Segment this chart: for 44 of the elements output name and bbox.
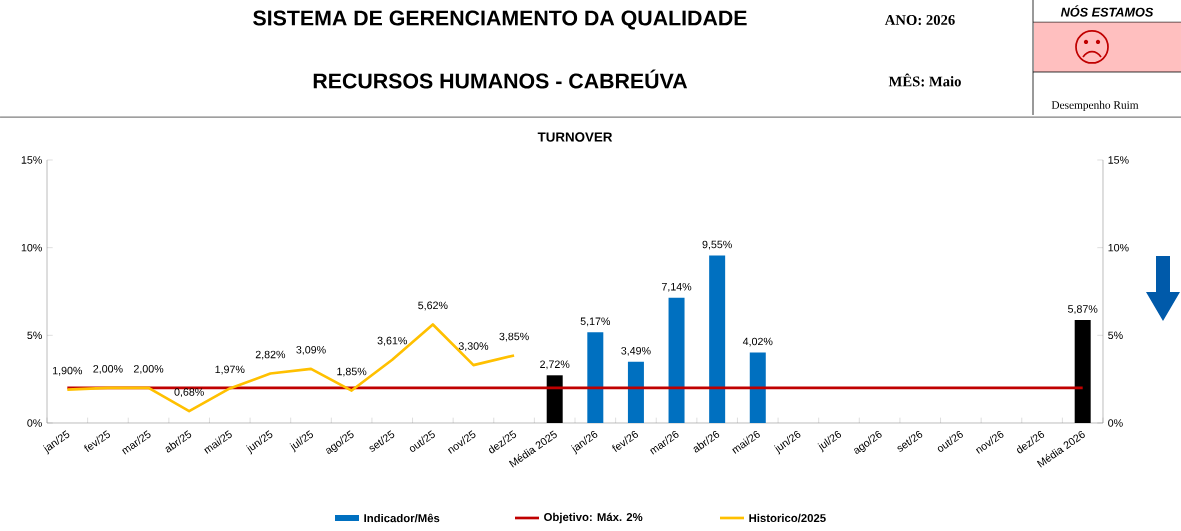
data-label: 0,68% [174, 388, 204, 398]
data-label: 2,00% [133, 365, 164, 374]
y-tick-label: 5% [27, 331, 42, 340]
y2-tick-label: 10% [1108, 243, 1129, 252]
bar [1074, 320, 1091, 423]
data-label: 3,61% [377, 336, 407, 346]
legend-label: Indicador/Mês [364, 513, 440, 523]
data-label: 3,85% [499, 332, 529, 342]
data-label: 3,30% [458, 342, 489, 352]
data-label: 2,00% [93, 365, 123, 374]
y2-tick-label: 0% [1108, 419, 1123, 427]
data-label: 4,02% [742, 337, 773, 347]
y-tick-label: 10% [21, 243, 42, 252]
data-label: 7,14% [661, 282, 692, 292]
text: SISTEMA DE GERENCIAMENTO DA QUALIDADE [253, 10, 747, 30]
bar [709, 255, 726, 423]
data-label: 5,62% [418, 301, 448, 311]
text: ANO: 2026 [884, 15, 955, 25]
bar [587, 332, 604, 423]
bar [668, 297, 685, 423]
y-tick-label: 0% [27, 419, 42, 427]
data-label: 2,72% [540, 360, 570, 370]
legend-label: Historico/2025 [749, 513, 826, 523]
text: MÊS: Maio [888, 73, 961, 87]
text: RECURSOS HUMANOS - CABREÚVA [313, 69, 688, 89]
data-label: 5,87% [1067, 305, 1098, 315]
text: Desempenho Ruim [1051, 100, 1139, 112]
data-label: 9,55% [702, 240, 732, 250]
bar [627, 361, 644, 423]
data-label: 1,90% [53, 366, 83, 376]
data-label: 5,17% [580, 317, 611, 327]
data-label: 1,97% [215, 365, 245, 375]
data-label: 3,49% [621, 346, 651, 356]
chart-title: TURNOVER [537, 132, 613, 142]
y-tick-label: 15% [21, 156, 42, 164]
y2-tick-label: 5% [1108, 331, 1123, 340]
y2-tick-label: 15% [1108, 156, 1129, 164]
legend-label: Objetivo: Máx. 2% [544, 512, 643, 524]
bar [749, 352, 766, 423]
text: NÓS ESTAMOS [1060, 5, 1154, 17]
bar [546, 375, 563, 423]
data-label: 2,82% [255, 350, 286, 360]
data-label: 1,85% [337, 367, 367, 377]
data-label: 3,09% [296, 345, 326, 355]
